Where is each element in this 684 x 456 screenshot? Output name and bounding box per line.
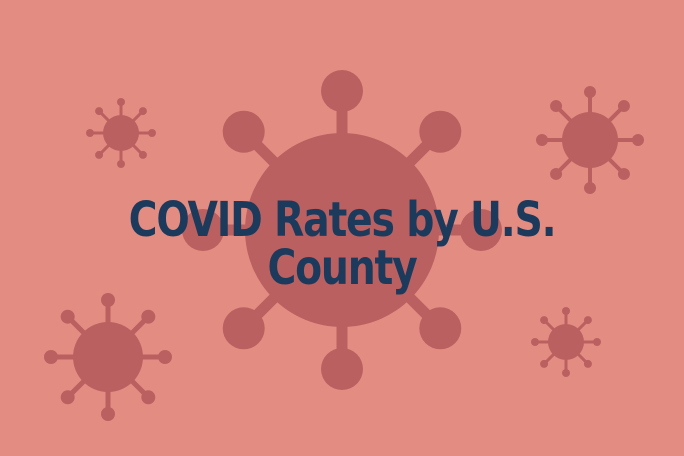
small-virus-icon [86,98,156,168]
small-virus-icon [536,86,644,194]
small-virus-icon [44,293,172,421]
page-title: COVID Rates by U.S. County [128,192,557,296]
large-virus-icon [182,70,502,390]
small-virus-icon [531,307,601,377]
